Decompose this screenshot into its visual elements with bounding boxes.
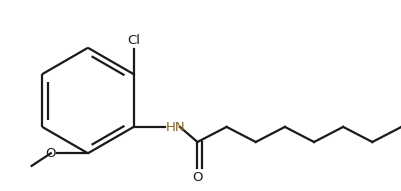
Text: O: O (192, 171, 202, 184)
Text: O: O (45, 147, 55, 160)
Text: Cl: Cl (127, 34, 140, 47)
Text: HN: HN (165, 121, 185, 134)
